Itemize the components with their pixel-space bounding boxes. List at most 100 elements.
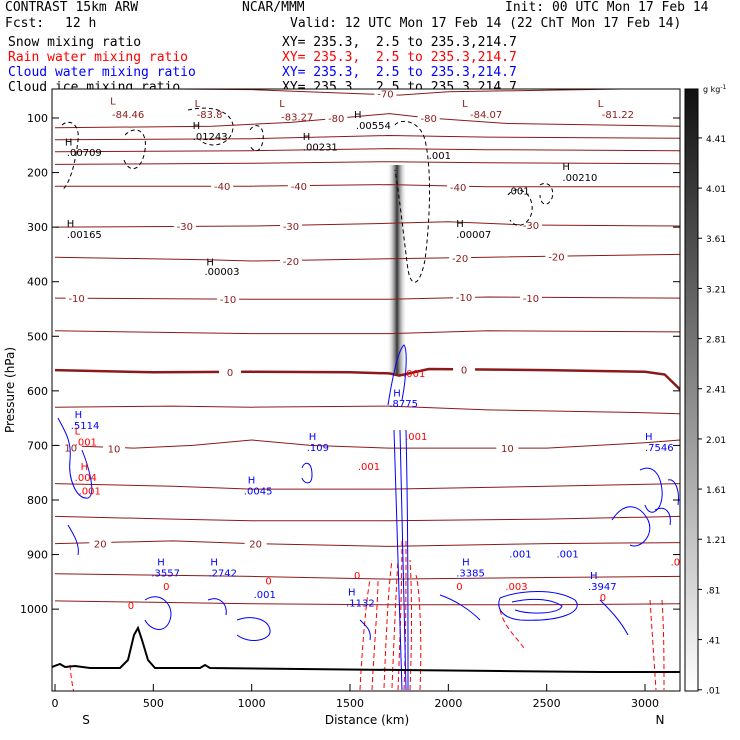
- contour-value-label: .5114: [71, 421, 100, 432]
- max-marker: H: [248, 476, 256, 487]
- field-snow-xy: XY= 235.3, 2.5 to 235.3,214.7: [282, 35, 517, 50]
- min-marker: L: [75, 427, 81, 438]
- terrain-line: [52, 625, 680, 673]
- max-marker: H: [157, 557, 165, 568]
- contour-value-label: .001: [671, 557, 693, 568]
- fcst-label: Fcst:: [5, 16, 45, 31]
- colorbar-label: 3.21: [706, 285, 726, 295]
- contour-value-label: -81.22: [602, 110, 634, 121]
- max-marker: H: [462, 557, 470, 568]
- isotherm-label-bg: [287, 180, 310, 192]
- max-marker: H: [562, 162, 570, 173]
- colorbar-label: 2.81: [706, 336, 726, 346]
- max-marker: H: [348, 587, 356, 598]
- y-tick-label: 100: [27, 112, 48, 125]
- isotherm-line-2: [54, 134, 680, 141]
- isotherm-line-16: [54, 573, 680, 580]
- min-marker: L: [279, 99, 285, 110]
- isotherm-label: -20: [452, 254, 468, 265]
- end-label-right: N: [656, 713, 665, 727]
- isotherm-label: -30: [177, 222, 193, 233]
- contour-value-label: .01243: [193, 132, 228, 143]
- x-tick-label: 0: [52, 697, 59, 710]
- contour-value-label: .00231: [303, 143, 338, 154]
- y-tick-label: 700: [27, 439, 48, 452]
- isotherm-label-bg: [447, 180, 470, 192]
- contour-value-label: .3557: [151, 568, 180, 579]
- y-tick-label: 900: [27, 549, 48, 562]
- isotherm--20: [54, 253, 680, 262]
- contour-value-label: .001: [79, 487, 101, 498]
- y-tick-label: 200: [27, 167, 48, 180]
- colorbar-label: .41: [706, 637, 720, 647]
- contour-value-label: .00210: [562, 173, 597, 184]
- contour-value-label: .001: [254, 590, 276, 601]
- contour-value-label: .00165: [67, 230, 102, 241]
- field-cloudwater-xy: XY= 235.3, 2.5 to 235.3,214.7: [282, 65, 517, 80]
- max-marker: H: [81, 462, 89, 473]
- max-marker: H: [645, 432, 653, 443]
- contour-value-label: -83.8: [197, 110, 223, 121]
- contour-value-label: .001: [509, 549, 531, 560]
- contour-value-label: .00554: [356, 121, 391, 132]
- contour-value-label: .2742: [208, 568, 237, 579]
- isotherm-20: [54, 540, 680, 547]
- max-marker: H: [393, 388, 401, 399]
- colorbar-label: .81: [706, 586, 720, 596]
- x-axis: 0 500 1000 1500 2000 2500 3000: [52, 684, 659, 710]
- isotherm-label-bg: [545, 250, 568, 262]
- cloudwater-contours: [57, 344, 679, 691]
- contour-value-label: 0: [354, 571, 360, 582]
- max-marker: H: [206, 257, 214, 268]
- snow-plume-shading: [387, 165, 407, 375]
- contour-value-label: 0: [265, 577, 271, 588]
- init-time: Init: 00 UTC Mon 17 Feb 14: [505, 0, 709, 15]
- max-marker: H: [590, 571, 598, 582]
- contour-value-label: .7546: [645, 443, 674, 454]
- model-title: CONTRAST 15km ARW: [5, 0, 139, 15]
- contour-value-label: .0045: [244, 487, 273, 498]
- max-marker: H: [303, 132, 311, 143]
- max-marker: H: [210, 557, 218, 568]
- contour-value-label: -83.27: [281, 113, 313, 124]
- isotherm-label: -40: [450, 183, 466, 194]
- isotherm-label: -40: [214, 182, 230, 193]
- y-axis-title: Pressure (hPa): [3, 347, 17, 433]
- y-tick-label: 400: [27, 276, 48, 289]
- colorbar-label: 4.01: [706, 185, 726, 195]
- isotherm-label-bg: [496, 442, 519, 454]
- isotherm-label: 10: [501, 444, 514, 455]
- contour-value-label: .00709: [67, 148, 102, 159]
- contour-value-label: .00007: [456, 230, 491, 241]
- y-tick-label: 800: [27, 494, 48, 507]
- contour-value-label: -84.46: [112, 110, 144, 121]
- isotherm-line-3: [54, 148, 680, 153]
- isotherm-label: -10: [523, 294, 539, 305]
- min-marker: L: [462, 99, 468, 110]
- rain-contours: [69, 539, 665, 691]
- contour-value-label: 0: [456, 582, 462, 593]
- isotherm-label: -20: [548, 253, 564, 264]
- contour-value-label: 0: [128, 601, 134, 612]
- field-cloudwater-name: Cloud water mixing ratio: [8, 65, 196, 80]
- max-marker: H: [456, 219, 464, 230]
- isotherm-label: 20: [249, 540, 262, 551]
- valid-time: Valid: 12 UTC Mon 17 Feb 14 (22 ChT Mon …: [290, 16, 682, 31]
- colorbar-label: 1.21: [706, 536, 726, 546]
- contour-value-label: .001: [358, 462, 380, 473]
- colorbar-label: 2.01: [706, 436, 726, 446]
- isotherm-label-bg: [453, 363, 476, 375]
- x-tick-label: 2000: [434, 697, 462, 710]
- contour-value-label: .001: [75, 437, 97, 448]
- isotherm-label-bg: [325, 112, 348, 123]
- isotherm-label: -30: [283, 222, 299, 233]
- contour-value-label: .109: [307, 443, 329, 454]
- fcst-value: 12 h: [65, 16, 97, 31]
- x-axis-title: Distance (km): [325, 713, 409, 727]
- isotherm-label: 10: [108, 445, 121, 456]
- isotherm-label-bg: [89, 537, 112, 549]
- contour-value-label: .1132: [346, 598, 375, 609]
- max-marker: H: [67, 219, 75, 230]
- min-marker: L: [598, 99, 604, 110]
